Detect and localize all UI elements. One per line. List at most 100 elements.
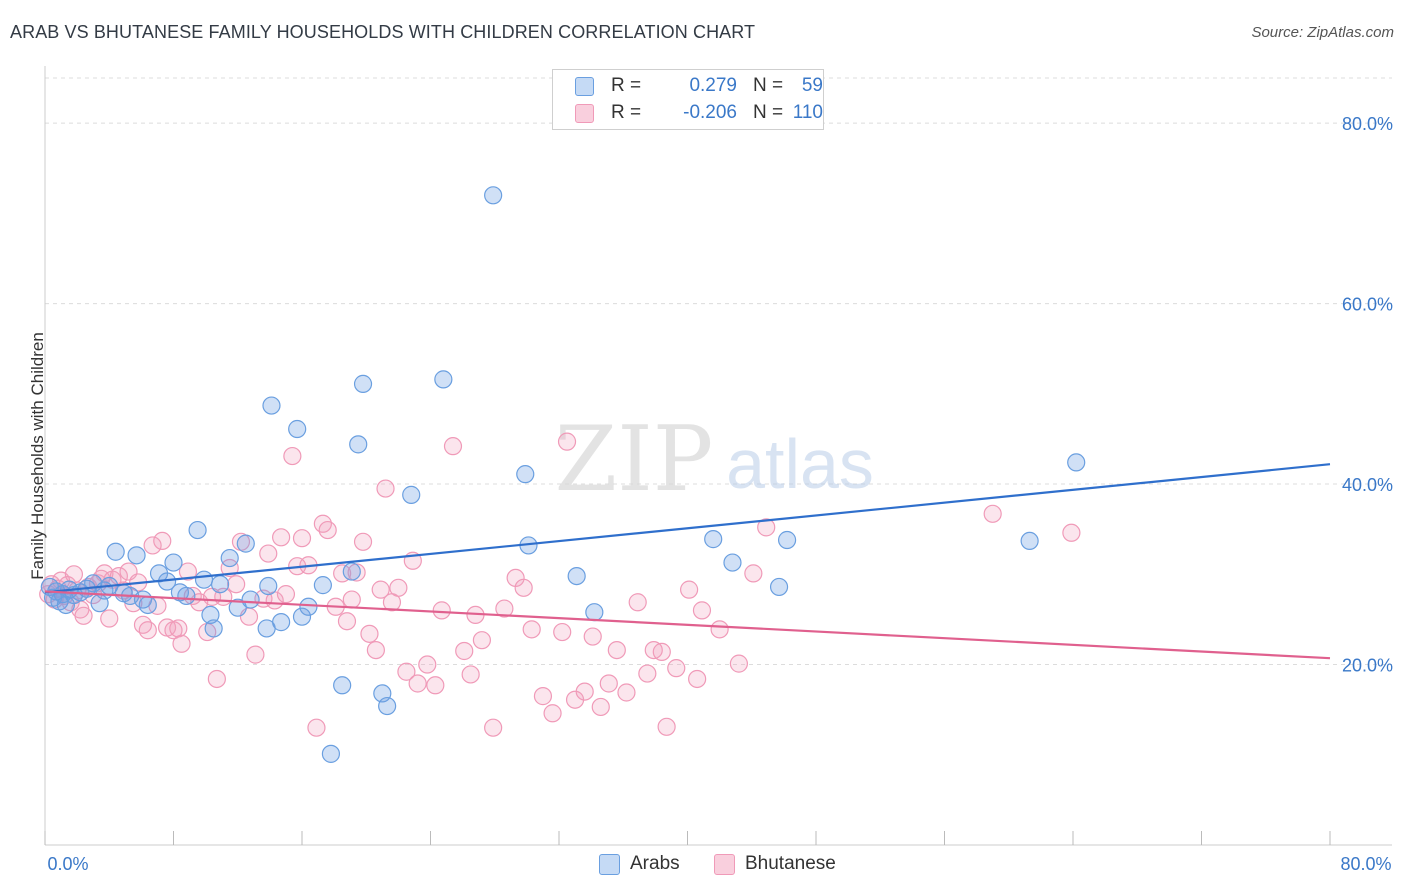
bhutanese-point — [246, 645, 265, 664]
watermark-atlas: atlas — [726, 425, 874, 503]
bhutanese-point — [583, 627, 602, 646]
watermark: ZIP atlas — [555, 407, 874, 512]
bhutanese-point — [272, 528, 291, 547]
bhutanese-point — [553, 622, 572, 642]
arabs-point — [194, 570, 214, 589]
bhutanese-point — [652, 642, 671, 661]
arabs-point — [210, 575, 230, 594]
watermark-zip: ZIP — [555, 407, 714, 512]
arabs-point — [769, 577, 789, 597]
bhutanese-point — [729, 654, 749, 673]
bhutanese-point — [366, 640, 385, 660]
bhutanese-point — [455, 641, 474, 661]
arabs-point — [106, 542, 125, 561]
bhutanese-point — [638, 664, 657, 683]
r-label: R = — [611, 102, 642, 123]
bhutanese-point — [337, 612, 357, 631]
y-tick-label: 60.0% — [1342, 295, 1393, 315]
arabs-point — [353, 374, 373, 393]
bhutanese-point — [522, 620, 541, 639]
arabs-point — [567, 566, 586, 586]
arabs-point — [321, 744, 341, 763]
bhutanese-point — [353, 532, 373, 551]
arabs-point — [292, 607, 312, 626]
bhutanese-point — [667, 659, 686, 678]
bhutanese-legend-label: Bhutanese — [745, 853, 836, 874]
bhutanese-point — [169, 619, 188, 638]
bhutanese-point — [692, 601, 712, 620]
bhutanese-point — [360, 624, 379, 643]
bhutanese-point — [259, 544, 278, 563]
bhutanese-point — [100, 609, 119, 628]
bhutanese-point — [276, 585, 296, 604]
y-tick-label: 40.0% — [1342, 475, 1393, 495]
y-axis-label: Family Households with Children — [28, 332, 47, 580]
bhutanese-point — [599, 674, 618, 693]
arabs-point — [723, 553, 742, 572]
arabs-point — [204, 619, 223, 638]
bhutanese-point — [495, 599, 514, 618]
arabs-point — [402, 485, 421, 504]
bhutanese-point — [283, 446, 302, 466]
bhutanese-point — [220, 558, 239, 578]
bhutanese-point — [710, 620, 729, 639]
bhutanese-point — [153, 531, 172, 551]
bhutanese-points — [39, 432, 1081, 737]
trend-lines — [44, 463, 1331, 660]
bhutanese-point — [533, 687, 553, 706]
grid-lines — [45, 77, 1392, 666]
bhutanese-point — [680, 580, 699, 599]
chart-title: ARAB VS BHUTANESE FAMILY HOUSEHOLDS WITH… — [10, 22, 756, 42]
arabs-point — [333, 676, 352, 695]
bhutanese-point — [472, 631, 491, 650]
source-label: Source: ZipAtlas.com — [1251, 24, 1394, 41]
bhutanese-point — [461, 665, 480, 684]
bhutanese-point — [543, 704, 562, 723]
bhutanese-point — [138, 621, 157, 640]
arabs-point — [127, 546, 146, 565]
bhutanese-point — [143, 536, 162, 555]
bhutanese-point — [757, 518, 776, 537]
bhutanese-point — [983, 504, 1002, 523]
arabs-point — [313, 576, 332, 595]
arabs-point — [516, 465, 535, 484]
arabs-point — [378, 696, 397, 716]
arabs-point — [236, 534, 255, 553]
x-tick-label: 80.0% — [1340, 854, 1391, 874]
bhutanese-point — [575, 682, 594, 701]
arabs-point — [585, 603, 604, 622]
arabs-n-value: 59 — [801, 75, 823, 96]
bhutanese-point — [426, 676, 445, 695]
bhutanese-point — [443, 437, 463, 456]
n-label: N = — [753, 102, 784, 123]
arabs-point — [484, 186, 503, 205]
bhutanese-point — [514, 578, 533, 597]
bhutanese-point — [376, 479, 395, 498]
bhutanese-point — [74, 606, 93, 625]
arabs-point — [777, 530, 797, 550]
correlation-legend: R = 0.279 N = 59 R = -0.206 N = 110 — [552, 69, 824, 130]
arabs-swatch — [575, 77, 594, 96]
bhutanese-point — [744, 564, 763, 583]
arabs-legend-label: Arabs — [630, 853, 680, 874]
bhutanese-r-value: -0.206 — [683, 102, 737, 123]
arabs-point — [262, 396, 281, 415]
arabs-point — [220, 548, 239, 568]
bhutanese-point — [688, 669, 707, 689]
bhutanese-point — [389, 578, 408, 597]
arabs-point — [259, 576, 278, 596]
y-tick-label: 80.0% — [1342, 114, 1393, 134]
arabs-point — [434, 370, 453, 389]
bhutanese-point — [418, 655, 437, 674]
bhutanese-point — [307, 718, 326, 737]
bhutanese-point — [408, 674, 427, 693]
axes — [44, 66, 1392, 846]
bhutanese-n-value: 110 — [792, 102, 823, 123]
arabs-point — [272, 613, 291, 632]
n-label: N = — [753, 75, 784, 96]
bhutanese-point — [1062, 523, 1081, 542]
bhutanese-point — [133, 615, 153, 634]
bhutanese-swatch — [575, 104, 594, 123]
arabs-point — [241, 590, 260, 609]
